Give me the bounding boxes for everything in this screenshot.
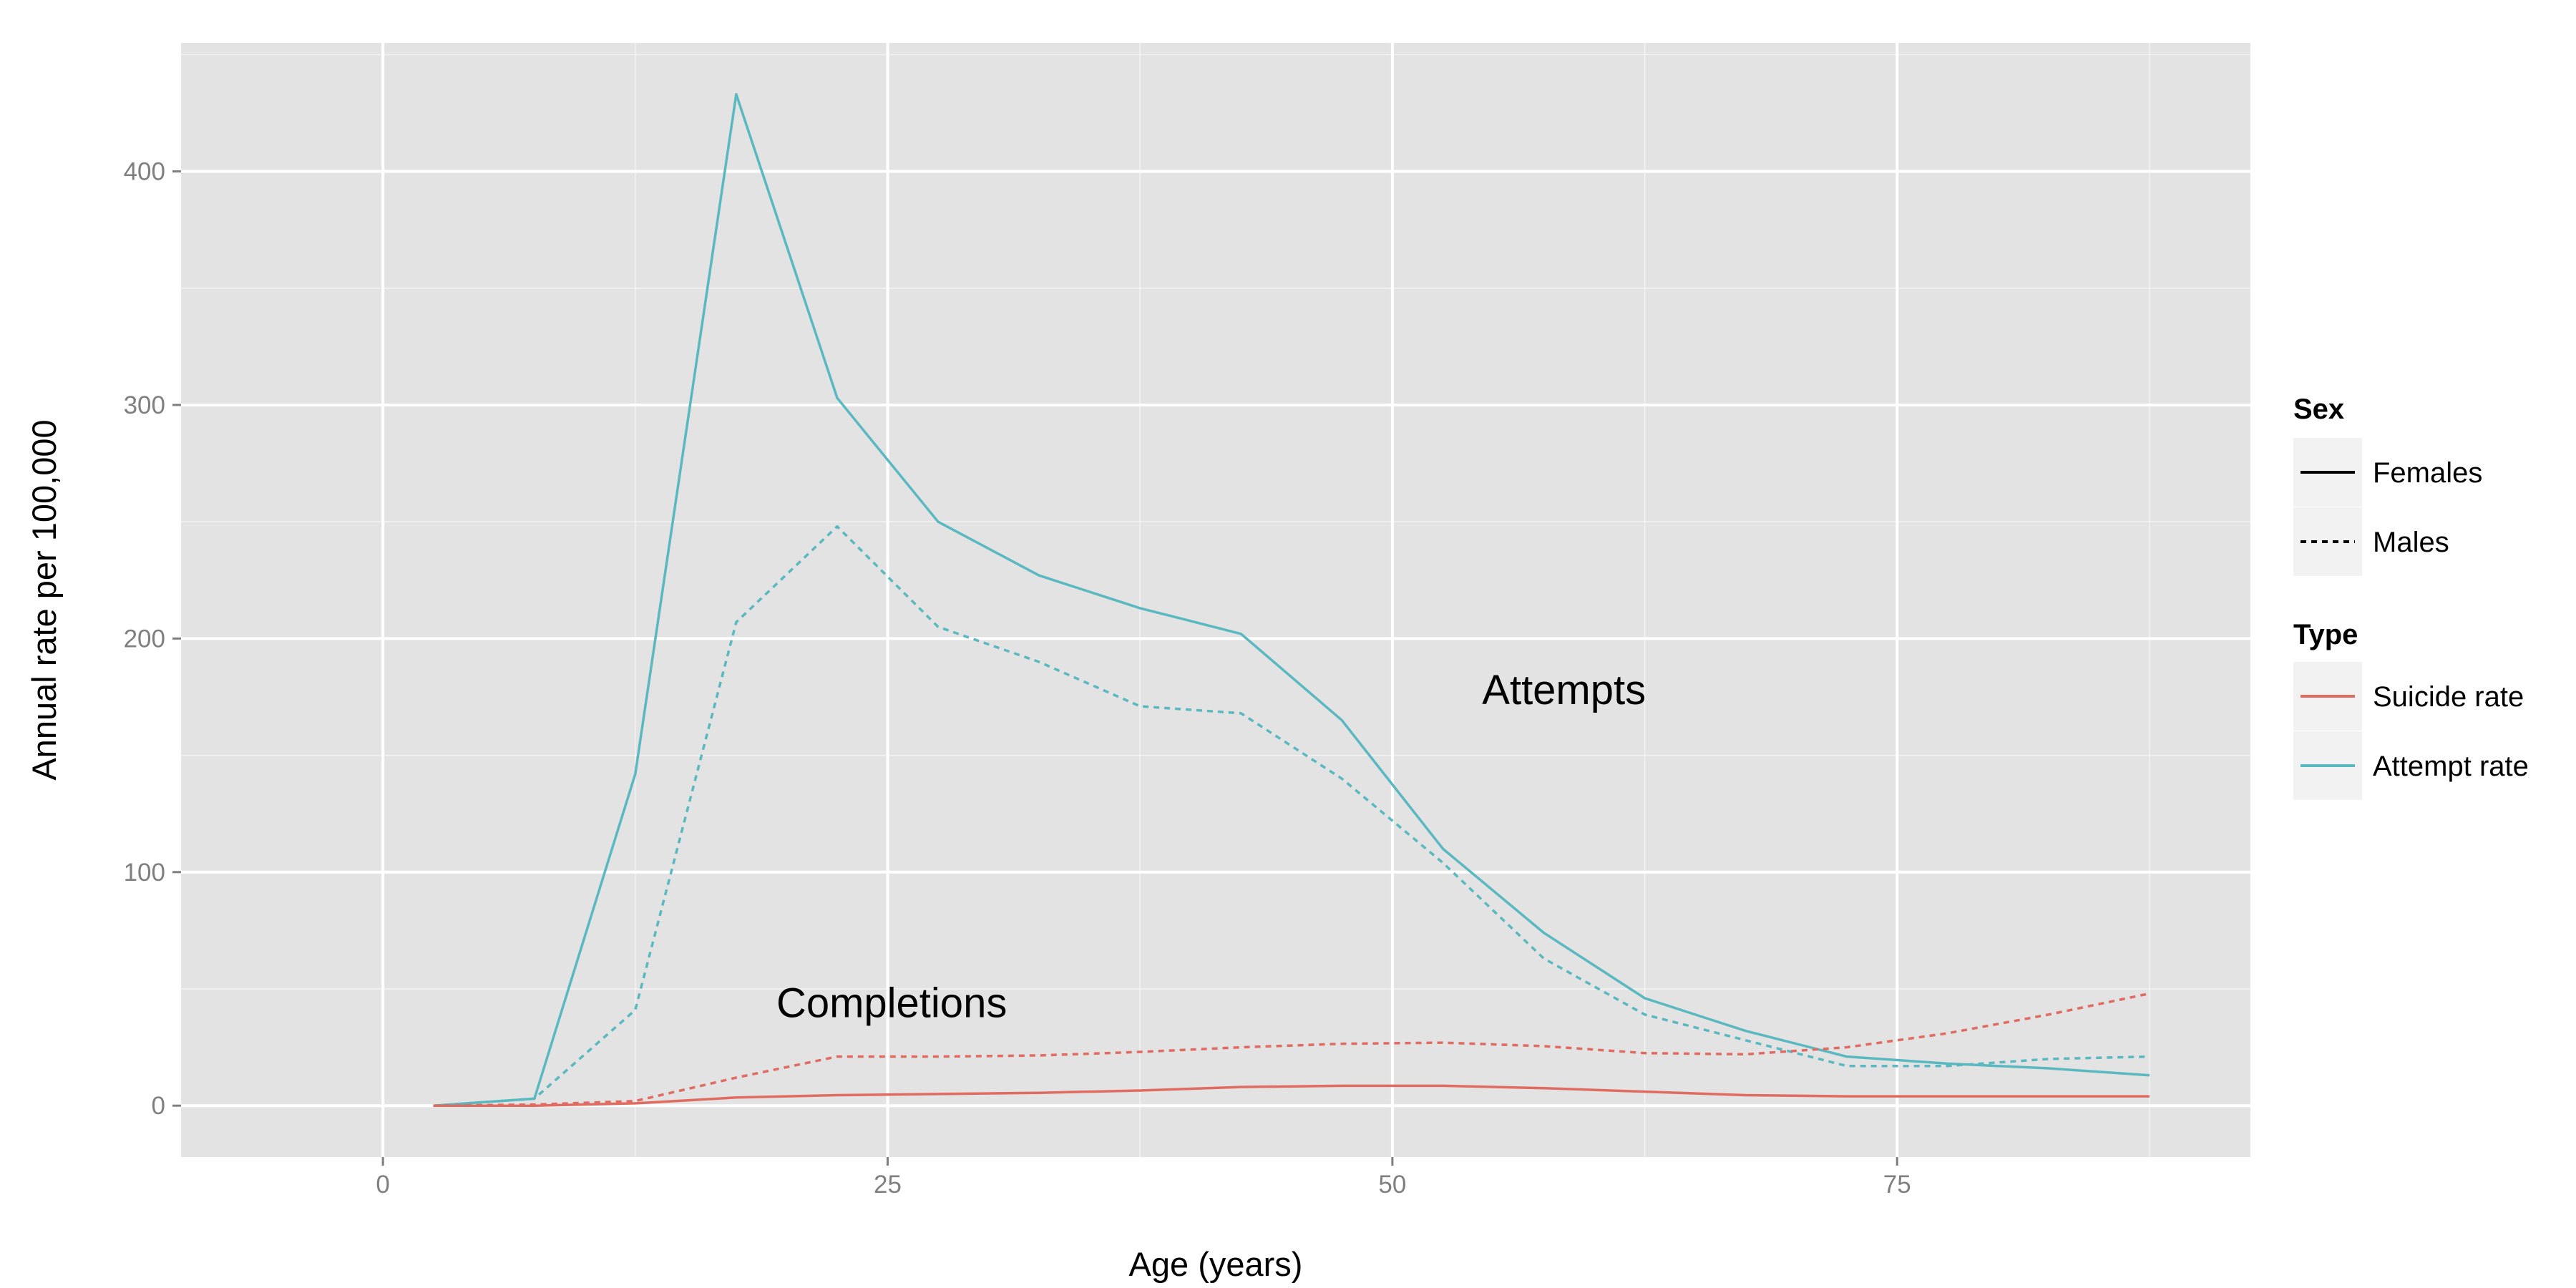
- attempt-rate-males-line: [433, 525, 2150, 1107]
- x-tick-label: 0: [376, 1171, 389, 1199]
- x-tick-label: 75: [1883, 1171, 1911, 1199]
- suicide-rate-males-line: [433, 992, 2150, 1107]
- y-tick-label: 200: [124, 625, 165, 653]
- legend-label-suicide-rate: Suicide rate: [2373, 681, 2524, 713]
- legend-title-sex: Sex: [2293, 394, 2344, 425]
- series-lines: [433, 93, 2150, 1107]
- y-axis: 0 100 200 300 400: [124, 158, 181, 1120]
- annotation-completions: Completions: [776, 980, 1007, 1027]
- y-tick-label: 100: [124, 859, 165, 887]
- annotations: Attempts Completions: [776, 667, 1646, 1026]
- x-tick-label: 25: [874, 1171, 902, 1199]
- annotation-attempts: Attempts: [1482, 667, 1646, 713]
- legend-label-males: Males: [2373, 527, 2449, 558]
- x-axis-title: Age (years): [1129, 1245, 1303, 1283]
- legend-label-attempt-rate: Attempt rate: [2373, 751, 2529, 782]
- x-axis: 0 25 50 75: [376, 1157, 1911, 1199]
- x-tick-label: 50: [1378, 1171, 1406, 1199]
- plot-panel: [181, 43, 2250, 1157]
- y-tick-label: 0: [152, 1092, 165, 1120]
- minor-gridlines: [181, 43, 2250, 1157]
- legend: Sex Females Males Type Suicide rate Atte…: [2293, 394, 2529, 800]
- y-axis-title: Annual rate per 100,000: [25, 419, 63, 780]
- legend-title-type: Type: [2293, 619, 2358, 650]
- y-tick-label: 300: [124, 391, 165, 419]
- suicide-rate-females-line: [433, 1084, 2150, 1107]
- y-tick-label: 400: [124, 158, 165, 186]
- legend-label-females: Females: [2373, 457, 2482, 489]
- attempt-rate-females-line: [433, 93, 2150, 1107]
